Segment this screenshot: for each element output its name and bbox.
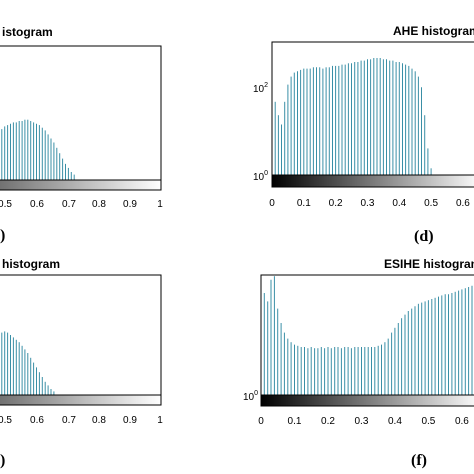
x-tick-labels: 0.5 0.6 0.7 0.8 0.9 1 (0, 415, 163, 426)
plot-frame (271, 41, 474, 176)
x-tick-labels: 0.5 0.6 0.7 0.8 0.9 1 (0, 199, 163, 210)
intensity-colorbar (260, 394, 474, 407)
y-tick-label: 100 (243, 390, 258, 403)
intensity-colorbar (0, 394, 162, 406)
chart-panel-bottom-right: ESIHE histogram 100 0 0.1 0.2 0.3 0.4 0.5 0.6 … (243, 257, 474, 469)
intensity-colorbar (271, 174, 474, 188)
chart-panel-bottom-left: histogram 0.5 0.6 0.7 0.8 0.9 1 ) (0, 257, 163, 469)
x-tick-label: 0.6 (455, 416, 469, 427)
x-tick-label: 0.9 (123, 199, 137, 210)
y-tick-label: 102 (253, 82, 268, 95)
chart-title: AHE histogram (393, 24, 474, 38)
chart-panel-top-left: istogram 0.5 0.6 0.7 0.8 0.9 1 ) (0, 25, 163, 244)
chart-title: ESIHE histogram (384, 257, 474, 271)
x-tick-label: 0.2 (321, 416, 335, 427)
x-tick-label: 0.1 (297, 198, 311, 209)
x-tick-label: 0.3 (361, 198, 375, 209)
x-tick-label: 1 (157, 415, 163, 426)
x-tick-label: 0.2 (329, 198, 343, 209)
panel-label: (d) (414, 228, 434, 245)
x-tick-label: 0.1 (288, 416, 302, 427)
bar-group (263, 276, 473, 395)
chart-title: istogram (2, 25, 53, 39)
x-tick-label: 0.6 (30, 199, 44, 210)
x-tick-label: 0.4 (388, 416, 402, 427)
x-tick-label: 0.3 (355, 416, 369, 427)
plot-frame (0, 45, 162, 181)
y-tick-label: 100 (253, 170, 268, 183)
x-tick-label: 0.4 (392, 198, 406, 209)
x-tick-label: 1 (157, 199, 163, 210)
chart-panel-top-right: AHE histogram 102 100 0 0.1 0.2 0.3 0.4 0.5 0.6… (253, 24, 474, 245)
x-tick-labels: 0 0.1 0.2 0.3 0.4 0.5 0.6 (258, 416, 469, 427)
x-tick-label: 0.6 (30, 415, 44, 426)
y-tick-labels: 100 (243, 390, 258, 403)
x-tick-label: 0.7 (62, 199, 76, 210)
x-tick-label: 0.5 (0, 415, 12, 426)
x-tick-label: 0.5 (424, 198, 438, 209)
x-tick-label: 0.6 (456, 198, 470, 209)
x-tick-label: 0.8 (92, 415, 106, 426)
x-tick-label: 0 (258, 416, 264, 427)
chart-title: histogram (2, 257, 60, 271)
x-tick-label: 0.8 (92, 199, 106, 210)
x-tick-label: 0.7 (62, 415, 76, 426)
bar-group (1, 119, 75, 180)
x-tick-labels: 0 0.1 0.2 0.3 0.4 0.5 0.6 (269, 198, 470, 209)
plot-frame (0, 274, 162, 396)
panel-label: ) (0, 452, 5, 469)
panel-label: (f) (411, 452, 427, 469)
x-tick-label: 0.9 (123, 415, 137, 426)
y-tick-labels: 102 100 (253, 82, 268, 183)
x-tick-label: 0.5 (421, 416, 435, 427)
intensity-colorbar (0, 179, 162, 191)
x-tick-label: 0.5 (0, 199, 12, 210)
panel-label: ) (0, 227, 5, 244)
bar-group (1, 331, 55, 395)
x-tick-label: 0 (269, 198, 275, 209)
bar-group (274, 58, 432, 175)
